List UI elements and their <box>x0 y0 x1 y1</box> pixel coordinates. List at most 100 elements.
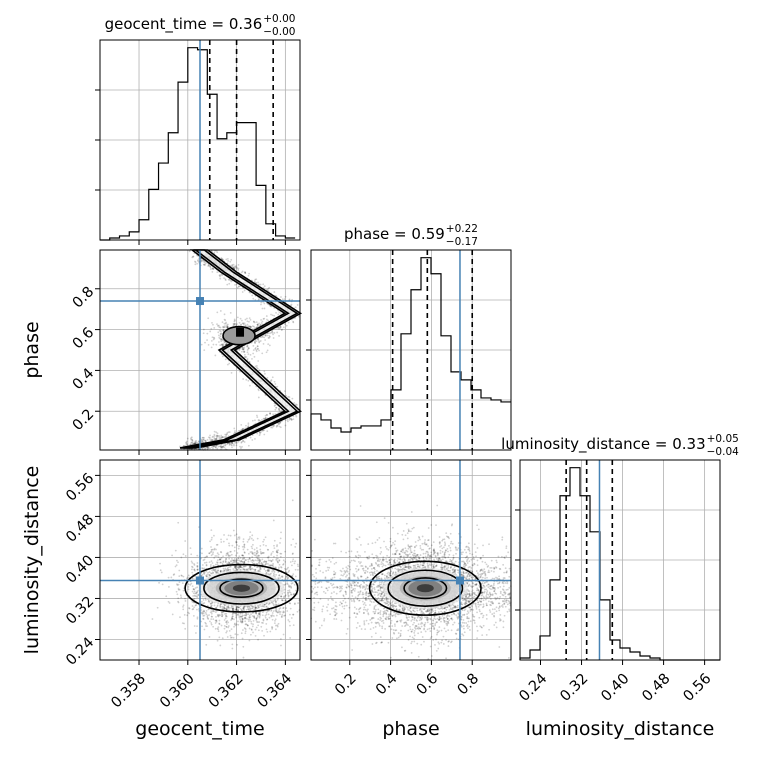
sample-point <box>288 589 291 592</box>
sample-point <box>229 634 232 637</box>
sample-point <box>244 356 247 358</box>
sample-point <box>207 447 210 450</box>
sample-point <box>274 408 277 411</box>
sample-point <box>236 538 239 541</box>
sample-point <box>264 339 267 341</box>
sample-point <box>251 556 254 558</box>
sample-point <box>263 302 266 305</box>
sample-point <box>252 615 255 618</box>
sample-point <box>209 268 212 271</box>
sample-point <box>275 614 278 617</box>
sample-point <box>276 331 279 334</box>
sample-point <box>275 425 278 428</box>
sample-point <box>250 559 253 562</box>
sample-point <box>214 611 217 613</box>
sample-point <box>266 318 268 321</box>
sample-point <box>237 269 240 271</box>
sample-point <box>288 569 291 572</box>
sample-point <box>284 295 287 298</box>
sample-point <box>267 563 269 565</box>
sample-point <box>266 618 268 621</box>
sample-point <box>243 289 246 292</box>
sample-point <box>278 311 281 314</box>
sample-point <box>178 581 181 584</box>
sample-point <box>231 558 233 560</box>
sample-point <box>248 320 250 323</box>
sample-point <box>259 323 262 326</box>
sample-point <box>293 401 296 404</box>
sample-point <box>271 614 274 617</box>
sample-point <box>185 440 188 443</box>
sample-point <box>240 271 243 274</box>
sample-point <box>196 569 199 571</box>
sample-point <box>204 447 207 449</box>
sample-point <box>258 569 260 572</box>
sample-point <box>187 585 190 588</box>
sample-point <box>265 611 268 614</box>
sample-point <box>235 441 238 444</box>
sample-point <box>228 544 231 547</box>
sample-point <box>217 331 220 334</box>
sample-point <box>231 446 233 449</box>
sample-point <box>219 445 222 448</box>
sample-point <box>226 432 229 434</box>
sample-point <box>215 343 218 346</box>
sample-point <box>263 336 266 339</box>
sample-point <box>236 643 239 646</box>
sample-point <box>280 566 283 569</box>
sample-point <box>201 611 204 613</box>
sample-point <box>220 624 223 627</box>
sample-point <box>211 271 214 273</box>
sample-point <box>281 328 283 331</box>
sample-point <box>212 447 214 450</box>
sample-point <box>258 341 261 344</box>
sample-point <box>235 444 238 447</box>
sample-point <box>251 625 254 628</box>
sample-point <box>236 441 238 444</box>
sample-point <box>279 327 281 330</box>
sample-point <box>210 538 213 541</box>
sample-point <box>167 576 170 579</box>
sample-point <box>223 436 226 438</box>
sample-point <box>277 313 280 316</box>
sample-point <box>206 332 209 335</box>
sample-point <box>280 644 282 647</box>
sample-point <box>256 432 259 435</box>
sample-point <box>267 613 270 616</box>
sample-point <box>202 263 205 266</box>
sample-point <box>233 444 235 447</box>
sample-point <box>224 326 226 329</box>
sample-point <box>191 608 194 611</box>
sample-point <box>229 443 231 446</box>
sample-point <box>249 353 252 356</box>
sample-point <box>255 414 258 417</box>
sample-point <box>274 383 277 385</box>
sample-point <box>242 540 245 543</box>
sample-point <box>216 552 219 555</box>
sample-point <box>229 279 232 282</box>
sample-point <box>260 303 262 306</box>
sample-point <box>204 341 206 344</box>
sample-point <box>273 547 276 550</box>
sample-point <box>226 326 228 328</box>
sample-point <box>256 324 259 327</box>
sample-point <box>236 633 239 636</box>
sample-point <box>251 294 254 297</box>
sample-point <box>190 436 193 439</box>
sample-point <box>213 327 216 329</box>
sample-point <box>222 436 225 439</box>
sample-point <box>295 542 298 545</box>
sample-point <box>211 571 214 574</box>
histogram-phase <box>310 257 511 450</box>
sample-point <box>241 270 244 273</box>
sample-point <box>280 595 282 598</box>
sample-point <box>278 407 281 410</box>
sample-point <box>208 265 211 267</box>
sample-point <box>210 560 213 563</box>
sample-point <box>209 439 212 442</box>
sample-point <box>270 426 273 429</box>
sample-point <box>261 307 264 310</box>
sample-point <box>210 623 213 626</box>
sample-point <box>221 321 224 324</box>
sample-point <box>271 376 274 379</box>
